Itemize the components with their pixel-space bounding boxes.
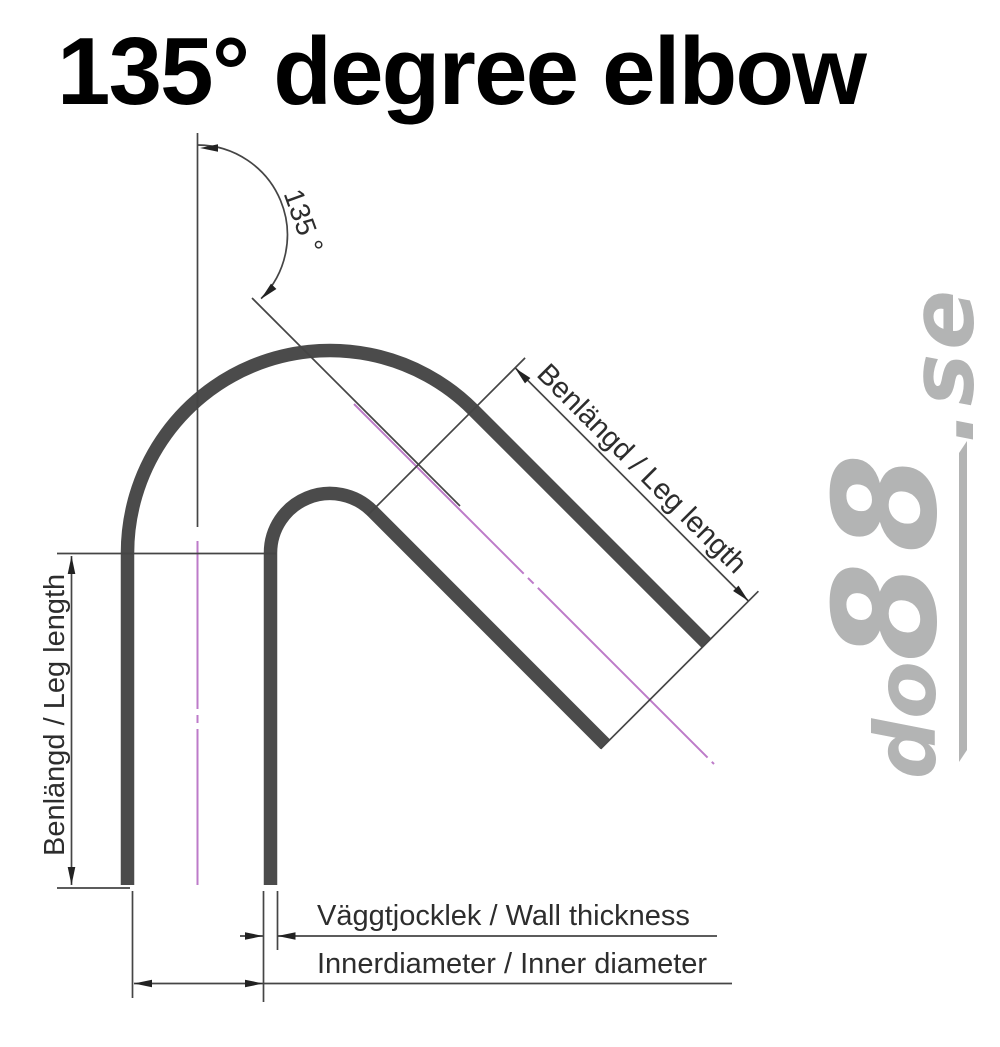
- watermark-tld: .se: [891, 286, 994, 444]
- watermark-underline-bar: [959, 441, 967, 762]
- angle-arc-arrow-bottom: [261, 283, 277, 299]
- watermark-brand-number: 88: [804, 443, 969, 662]
- inner-diameter-label: Innerdiameter / Inner diameter: [317, 948, 708, 980]
- left-dim-arrow-top: [67, 556, 76, 574]
- leg-dim-line: [514, 367, 750, 602]
- inner-diameter-arrow-right: [245, 979, 263, 988]
- leg-dim-extension-start: [366, 357, 526, 517]
- centerline-extension-angled: [251, 297, 461, 507]
- tube-outer-wall: [120, 343, 712, 885]
- wall-thickness-arrow-left: [245, 932, 263, 940]
- wall-thickness-label: Väggtjocklek / Wall thickness: [317, 900, 690, 932]
- leg-dim-extension-end: [600, 590, 760, 750]
- angle-arc-arrow-top: [200, 144, 218, 152]
- leg-dim-arrow-end: [733, 585, 749, 601]
- leg-length-label-left: Benlängd / Leg length: [39, 573, 71, 856]
- leg-dim-arrow-start: [515, 368, 531, 384]
- left-dim-arrow-bottom: [67, 867, 76, 885]
- wall-thickness-arrow-right: [277, 932, 296, 940]
- angle-arc: [197, 144, 289, 300]
- page-title: 135° degree elbow: [57, 18, 867, 125]
- centerline-angled-leg: [353, 403, 715, 765]
- watermark-brand-prefix: do: [857, 661, 955, 779]
- tube-inner-wall: [263, 486, 611, 885]
- inner-diameter-arrow-left: [134, 979, 152, 988]
